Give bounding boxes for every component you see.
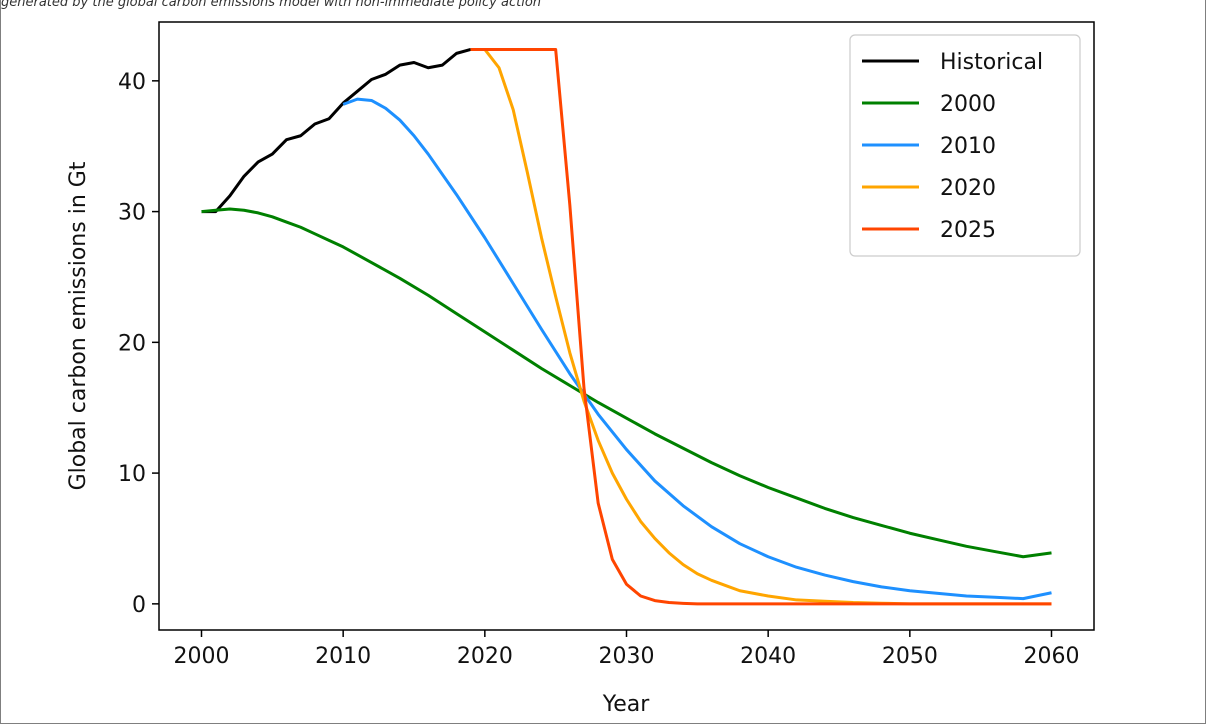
- series-line-2020: [470, 47, 1052, 606]
- x-tick-label: 2020: [457, 644, 513, 669]
- legend-items: Historical 2000 2010 2020 2025: [862, 50, 1043, 243]
- y-tick-label: 30: [118, 201, 146, 226]
- y-tick-label: 40: [118, 70, 146, 95]
- x-tick-label: 2040: [740, 644, 796, 669]
- x-axis-ticks: 2000 2010 2020 2030 2040 2050 2060: [174, 630, 1080, 669]
- legend-label-2020: 2020: [940, 176, 996, 201]
- series-line-2000: [201, 207, 1052, 559]
- y-axis-ticks: 0 10 20 30 40: [118, 70, 159, 618]
- x-tick-label: 2010: [315, 644, 371, 669]
- legend: Historical 2000 2010 2020 2025: [849, 34, 1081, 257]
- y-tick-label: 0: [132, 593, 146, 618]
- series-layer: [201, 47, 1052, 606]
- y-tick-label: 10: [118, 462, 146, 487]
- series-line-2010: [342, 97, 1052, 601]
- y-tick-label: 20: [118, 331, 146, 356]
- figure-caption: generated by the global carbon emissions…: [1, 0, 542, 10]
- x-tick-label: 2060: [1024, 644, 1080, 669]
- x-axis-label: Year: [602, 692, 651, 717]
- legend-label-2000: 2000: [940, 92, 996, 117]
- legend-label-historical: Historical: [940, 50, 1043, 75]
- legend-label-2025: 2025: [940, 218, 996, 243]
- series-line-historical: [201, 48, 472, 214]
- legend-box: [849, 34, 1081, 257]
- series-line-2025: [470, 47, 1052, 606]
- x-tick-label: 2000: [174, 644, 230, 669]
- legend-label-2010: 2010: [940, 134, 996, 159]
- y-axis-label: Global carbon emissions in Gt: [66, 161, 91, 490]
- x-tick-label: 2050: [882, 644, 938, 669]
- x-tick-label: 2030: [599, 644, 655, 669]
